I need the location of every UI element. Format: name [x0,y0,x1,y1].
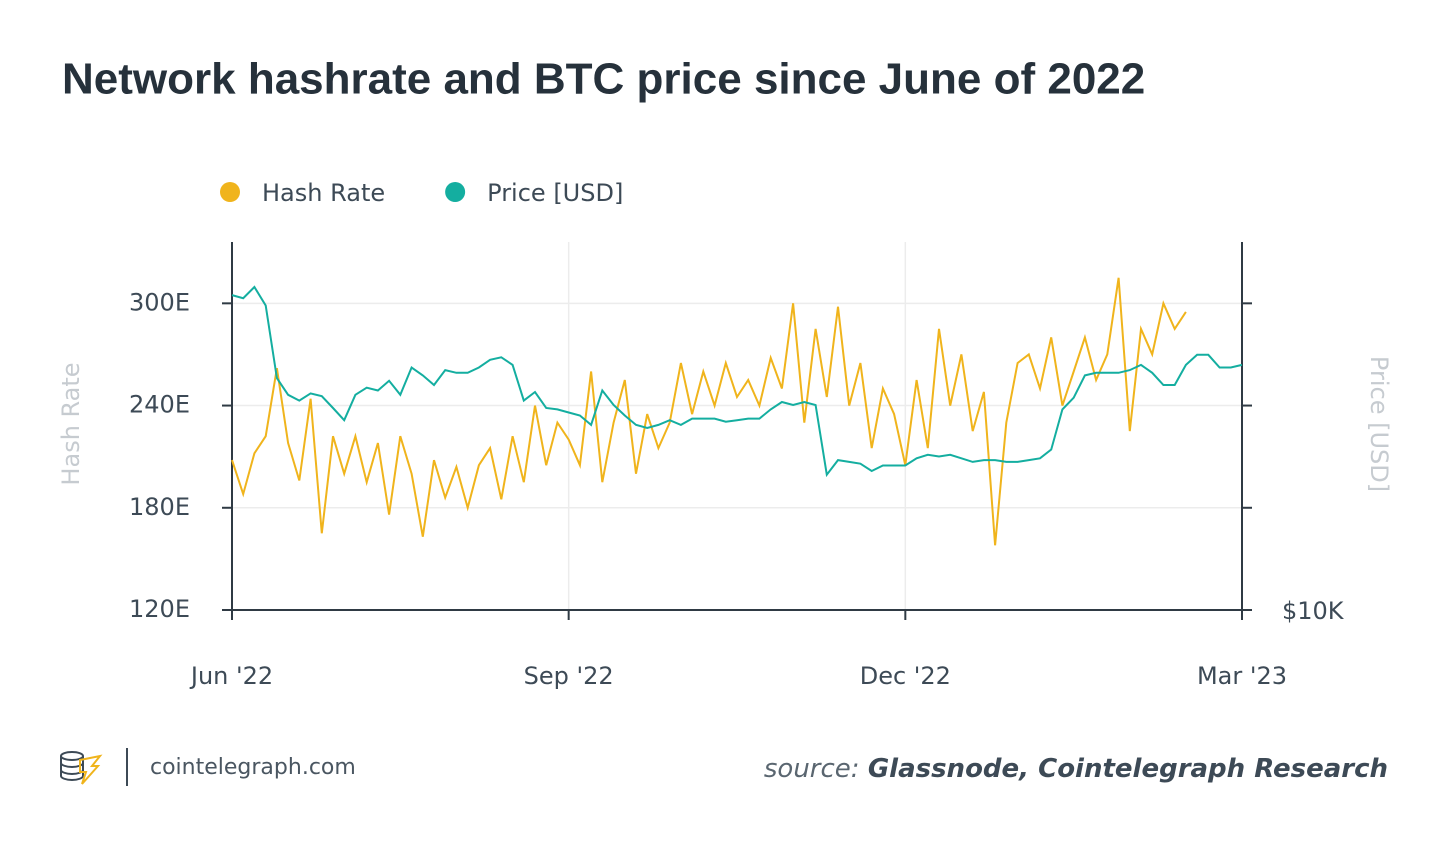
chart-title: Network hashrate and BTC price since Jun… [62,55,1145,104]
legend-label: Price [USD] [487,179,623,207]
logo [60,751,103,785]
series-line [231,277,1187,546]
source-label: source: [764,754,860,784]
y-axis-label: Hash Rate [57,362,85,485]
y2-tick-label: $10K [1282,597,1345,625]
x-tick-label: Sep '22 [524,662,614,690]
y-tick-label: 180E [129,493,190,521]
legend-marker [445,182,466,202]
y-tick-label: 240E [129,391,190,419]
source: source: Glassnode, Cointelegraph Researc… [764,754,1388,784]
y-tick-label: 120E [129,595,190,623]
series-line [231,285,1243,478]
x-tick-label: Mar '23 [1197,662,1287,690]
y-tick-label: 300E [129,288,190,316]
legend-label: Hash Rate [262,179,385,207]
footer: cointelegraph.com source: Glassnode, Coi… [60,748,1388,786]
x-tick-label: Jun '22 [189,662,273,690]
brand: cointelegraph.com [150,755,356,780]
y2-axis-label: Price [USD] [1365,356,1393,492]
legend-marker [220,182,240,202]
source-name: Glassnode, Cointelegraph Research [868,754,1388,784]
x-tick-label: Dec '22 [860,662,951,690]
